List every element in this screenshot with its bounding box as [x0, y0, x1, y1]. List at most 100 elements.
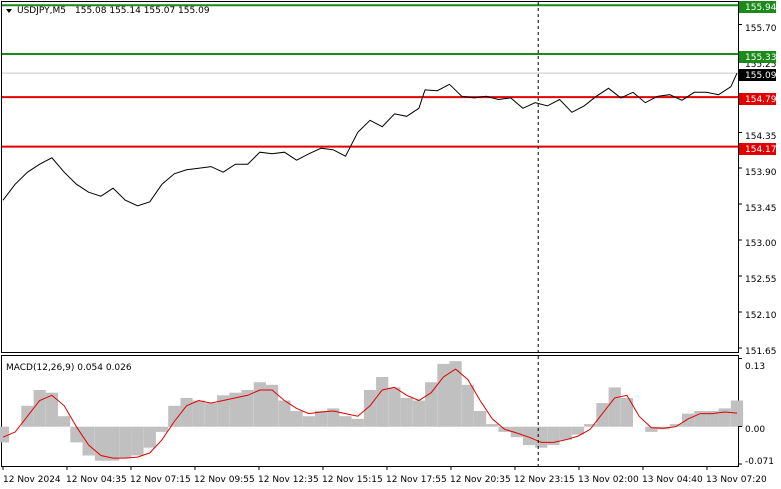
macd-tick-label: 0.00 — [745, 425, 765, 435]
price-series — [2, 72, 738, 207]
macd-histogram-bar — [94, 426, 107, 461]
time-tick-label: 12 Nov 17:55 — [386, 475, 447, 485]
macd-histogram-bar — [510, 426, 523, 438]
time-tick-label: 12 Nov 2024 — [3, 475, 61, 485]
time-tick-label: 13 Nov 07:20 — [706, 475, 767, 485]
macd-histogram-bar — [339, 416, 352, 427]
resistance-tag-bg — [739, 1, 776, 13]
price-tick-label: 152.10 — [745, 311, 777, 321]
macd-histogram-bar — [559, 426, 572, 440]
macd-tick-label: 0.13 — [745, 362, 765, 372]
macd-histogram-bar — [143, 426, 156, 448]
macd-histogram-bar — [461, 384, 474, 427]
macd-histogram-bar — [376, 377, 389, 427]
macd-signal-line — [2, 368, 738, 459]
macd-histogram-bar — [155, 426, 169, 432]
price-tick-label: 151.65 — [745, 347, 777, 357]
macd-histogram-bar — [400, 397, 413, 427]
time-tick-label: 12 Nov 23:15 — [514, 475, 575, 485]
macd-series — [0, 361, 744, 461]
macd-histogram-bar — [82, 426, 95, 456]
macd-histogram-bar — [645, 426, 658, 432]
macd-histogram-bar — [486, 424, 499, 427]
time-tick-label: 13 Nov 02:00 — [578, 475, 639, 485]
macd-histogram-bar — [253, 382, 266, 427]
macd-histogram-bar — [314, 411, 328, 427]
time-tick-label: 12 Nov 12:35 — [258, 475, 319, 485]
macd-histogram-bar — [730, 400, 744, 427]
price-axis: 155.70 155.25 154.35 153.90 153.45 153.0… — [738, 23, 777, 357]
time-tick-label: 12 Nov 20:35 — [450, 475, 511, 485]
time-axis: 12 Nov 2024 12 Nov 04:35 12 Nov 07:15 12… — [2, 466, 767, 485]
macd-histogram-bar — [131, 426, 144, 456]
macd-histogram-bar — [608, 387, 621, 427]
level-tags: 155.94 155.33 155.09 154.79 154.17 — [739, 1, 777, 155]
macd-axis: 0.13 0.00 -0.071 — [738, 358, 774, 467]
macd-histogram-bar — [547, 426, 560, 445]
macd-histogram-bar — [327, 408, 340, 427]
time-tick-label: 12 Nov 07:15 — [130, 475, 191, 485]
symbol-label[interactable]: USDJPY,M5 — [17, 6, 66, 16]
macd-histogram-bar — [584, 424, 597, 427]
resistance-tag-label: 155.94 — [745, 3, 777, 13]
macd-histogram-bar — [669, 424, 682, 427]
macd-histogram-bar — [571, 426, 585, 435]
macd-histogram-bar — [596, 403, 609, 427]
current-price-tag-bg — [739, 69, 776, 81]
macd-histogram-bar — [204, 403, 217, 427]
macd-histogram-bar — [168, 405, 181, 427]
time-tick-label: 12 Nov 09:55 — [194, 475, 255, 485]
macd-histogram-bar — [620, 397, 633, 427]
price-level-lines — [2, 4, 738, 148]
macd-histogram-bar — [180, 397, 193, 427]
symbol-dropdown-icon[interactable] — [6, 9, 12, 13]
price-tick-label: 153.90 — [745, 168, 777, 178]
price-line — [2, 72, 738, 207]
macd-histogram-bar — [45, 392, 58, 427]
resistance-tag-label: 155.33 — [745, 53, 777, 63]
price-tick-label: 154.35 — [745, 132, 777, 142]
macd-tick-label: -0.071 — [745, 457, 774, 467]
support-tag-label: 154.17 — [745, 145, 777, 155]
time-tick-label: 12 Nov 04:35 — [66, 475, 127, 485]
macd-histogram-bar — [70, 426, 83, 443]
macd-histogram-bar — [412, 400, 425, 427]
current-price-tag-label: 155.09 — [745, 71, 777, 81]
macd-histogram-bar — [425, 382, 438, 427]
macd-histogram-bar — [363, 390, 377, 427]
macd-histogram-bar — [682, 413, 695, 427]
macd-histogram-bar — [388, 387, 401, 427]
macd-histogram-bar — [217, 395, 230, 427]
macd-histogram-bar — [290, 411, 303, 427]
macd-histogram-bar — [474, 411, 487, 427]
price-tick-label: 155.25 — [745, 60, 777, 70]
macd-histogram-bar — [241, 390, 254, 427]
macd-histogram-bar — [0, 426, 10, 443]
macd-histogram-bar — [302, 416, 315, 427]
price-tick-label: 155.70 — [745, 24, 777, 34]
support-tag-bg — [739, 143, 776, 155]
macd-histogram-bar — [266, 384, 279, 427]
price-tick-label: 153.00 — [745, 239, 777, 249]
price-tick-label: 152.55 — [745, 275, 777, 285]
macd-histogram-bar — [192, 400, 205, 427]
macd-histogram-bar — [33, 390, 46, 427]
time-tick-label: 13 Nov 04:40 — [642, 475, 703, 485]
ohlc-values: 155.08 155.14 155.07 155.09 — [75, 6, 210, 16]
support-tag-label: 154.79 — [745, 95, 777, 105]
macd-histogram-bar — [278, 400, 291, 427]
macd-histogram-bar — [522, 426, 536, 445]
macd-histogram-bar — [449, 361, 462, 427]
macd-histogram-bar — [351, 418, 364, 427]
macd-histogram-bar — [107, 426, 120, 461]
macd-label: MACD(12,26,9) 0.054 0.026 — [6, 363, 132, 373]
macd-histogram-bar — [535, 426, 548, 448]
macd-histogram-bar — [119, 426, 132, 459]
support-tag-bg — [739, 93, 776, 105]
time-tick-label: 12 Nov 15:15 — [322, 475, 383, 485]
macd-histogram-bar — [437, 363, 450, 427]
macd-histogram-bar — [58, 416, 71, 427]
price-pane-frame — [1, 1, 739, 353]
price-tick-label: 153.45 — [745, 204, 777, 214]
